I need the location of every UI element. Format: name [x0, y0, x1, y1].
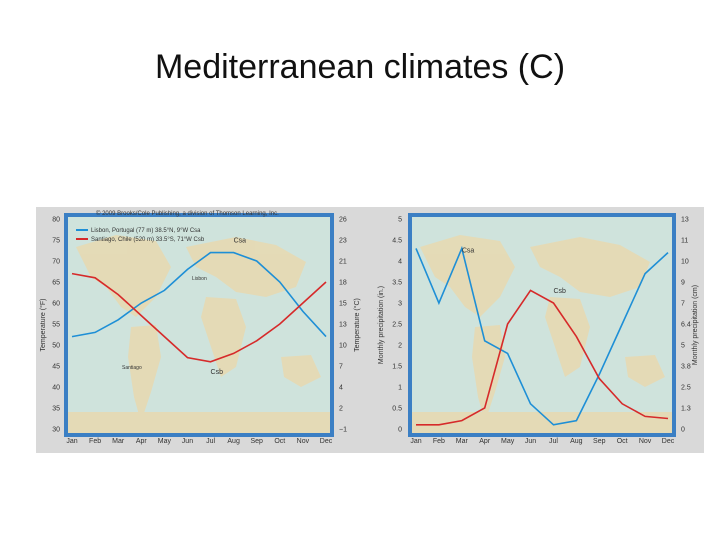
y-tick-label: 3 [398, 301, 402, 308]
y2-tick-label: 13 [339, 322, 347, 329]
y2-tick-label: 2.5 [681, 385, 691, 392]
y-tick-label: 50 [52, 343, 60, 350]
x-tick-label: May [501, 438, 515, 445]
plot-frame-left [64, 213, 334, 437]
y2-tick-label: 1.3 [681, 406, 691, 413]
y-tick-label: 65 [52, 280, 60, 287]
x-tick-label: Jun [525, 438, 536, 445]
y-tick-label: 2 [398, 343, 402, 350]
right-chart-y-axis-title: Monthly precipitation (in.) [378, 286, 385, 364]
x-tick-label: Sep [593, 438, 606, 445]
y-tick-label: 40 [52, 385, 60, 392]
x-tick-label: Dec [662, 438, 675, 445]
x-tick-label: Dec [320, 438, 333, 445]
y-tick-label: 1 [398, 385, 402, 392]
plot-frame-right [408, 213, 676, 437]
y2-tick-label: 11 [681, 238, 688, 245]
y-tick-label: 4 [398, 259, 402, 266]
y2-tick-label: 4 [339, 385, 343, 392]
y2-tick-label: 26 [339, 217, 347, 224]
climograph-svg: © 2009 Brooks/Cole Publishing, a divisio… [39, 210, 699, 446]
x-tick-label: Apr [136, 438, 148, 445]
y-tick-label: 80 [52, 217, 60, 224]
x-tick-label: Sep [250, 438, 263, 445]
y-tick-label: 1.5 [392, 364, 402, 371]
y-tick-label: 45 [52, 364, 60, 371]
x-tick-label: Nov [639, 438, 652, 445]
x-tick-label: Oct [274, 438, 285, 445]
y2-tick-label: 3.8 [681, 364, 691, 371]
y-tick-label: 4.5 [392, 238, 402, 245]
climate-code-label: Csa [462, 247, 475, 254]
y2-tick-label: 10 [339, 343, 347, 350]
map-land-right [410, 235, 674, 435]
y2-tick-label: 0 [681, 427, 685, 434]
series-line-lisbon [415, 245, 669, 426]
y-tick-label: 2.5 [392, 322, 402, 329]
y2-tick-label: 21 [339, 259, 347, 266]
y2-tick-label: 15 [339, 301, 347, 308]
figure-credit: © 2009 Brooks/Cole Publishing, a divisio… [96, 210, 279, 217]
climate-code-label: Csa [234, 238, 247, 245]
map-label-lisbon: Lisbon [192, 276, 207, 282]
right-chart-y2-axis-title: Monthly precipitation (cm) [692, 285, 699, 365]
y-tick-label: 35 [52, 406, 60, 413]
x-tick-label: Jan [410, 438, 421, 445]
y2-tick-label: 6.4 [681, 322, 691, 329]
climate-figure: © 2009 Brooks/Cole Publishing, a divisio… [36, 207, 704, 453]
y2-tick-label: 9 [681, 280, 685, 287]
legend-label-lisbon: Lisbon, Portugal (77 m) 38.5°N, 9°W Csa [91, 228, 201, 234]
x-tick-label: Jul [206, 438, 215, 445]
y2-tick-label: 7 [681, 301, 685, 308]
series-line-lisbon [71, 251, 327, 338]
y2-tick-label: 13 [681, 217, 689, 224]
y-tick-label: 55 [52, 322, 60, 329]
y-tick-label: 3.5 [392, 280, 402, 287]
x-tick-label: Apr [479, 438, 491, 445]
y-tick-label: 70 [52, 259, 60, 266]
x-tick-label: Mar [112, 438, 125, 445]
climate-code-label: Csb [553, 288, 566, 295]
x-tick-label: Aug [570, 438, 583, 445]
x-tick-label: Nov [297, 438, 310, 445]
y-tick-label: 0.5 [392, 406, 402, 413]
series-line-santiago [71, 272, 327, 363]
x-tick-label: Feb [89, 438, 101, 445]
x-tick-label: Oct [617, 438, 628, 445]
x-tick-label: Mar [456, 438, 469, 445]
legend: Lisbon, Portugal (77 m) 38.5°N, 9°W Csa … [76, 228, 205, 243]
y2-tick-label: 23 [339, 238, 347, 245]
y-tick-label: 30 [52, 427, 60, 434]
left-chart-y2-axis-title: Temperature (°C) [353, 298, 361, 352]
y2-tick-label: −1 [339, 427, 347, 434]
climate-code-label: Csb [211, 369, 224, 376]
slide-title: Mediterranean climates (C) [154, 48, 566, 86]
left-chart-y-axis-title: Temperature (°F) [39, 299, 47, 352]
y2-tick-label: 7 [339, 364, 343, 371]
x-tick-label: Aug [227, 438, 240, 445]
y-tick-label: 5 [398, 217, 402, 224]
y-tick-label: 60 [52, 301, 60, 308]
legend-label-santiago: Santiago, Chile (520 m) 33.5°S, 71°W Csb [91, 237, 205, 243]
x-tick-label: Jan [66, 438, 77, 445]
y2-tick-label: 10 [681, 259, 689, 266]
x-tick-label: May [158, 438, 172, 445]
y2-tick-label: 2 [339, 406, 343, 413]
x-tick-label: Jun [182, 438, 193, 445]
y2-tick-label: 18 [339, 280, 347, 287]
y-tick-label: 75 [52, 238, 60, 245]
series-line-santiago [416, 289, 669, 426]
x-tick-label: Feb [433, 438, 445, 445]
map-label-santiago: Santiago [122, 365, 142, 371]
y-tick-label: 0 [398, 427, 402, 434]
y2-tick-label: 5 [681, 343, 685, 350]
x-tick-label: Jul [549, 438, 558, 445]
chart-marks: 807570656055504540353026232118151310742−… [52, 217, 691, 446]
